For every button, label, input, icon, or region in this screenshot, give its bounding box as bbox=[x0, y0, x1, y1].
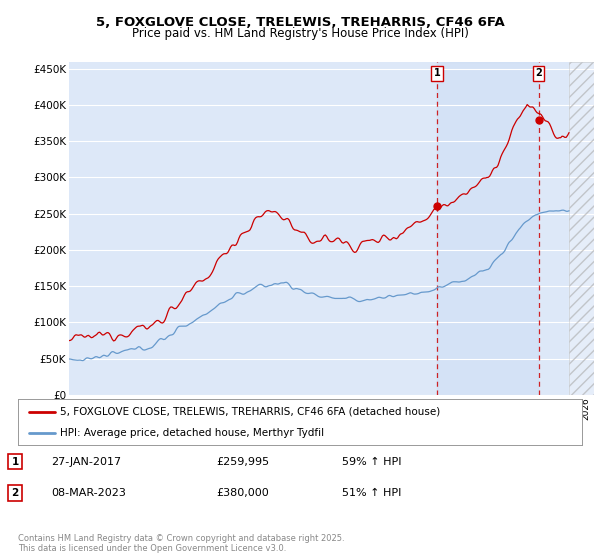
Text: 5, FOXGLOVE CLOSE, TRELEWIS, TREHARRIS, CF46 6FA (detached house): 5, FOXGLOVE CLOSE, TRELEWIS, TREHARRIS, … bbox=[60, 407, 440, 417]
Text: 51% ↑ HPI: 51% ↑ HPI bbox=[342, 488, 401, 498]
Bar bbox=[569, 62, 594, 395]
Text: HPI: Average price, detached house, Merthyr Tydfil: HPI: Average price, detached house, Mert… bbox=[60, 428, 325, 438]
Text: £259,995: £259,995 bbox=[216, 456, 269, 466]
Text: 5, FOXGLOVE CLOSE, TRELEWIS, TREHARRIS, CF46 6FA: 5, FOXGLOVE CLOSE, TRELEWIS, TREHARRIS, … bbox=[95, 16, 505, 29]
Text: Price paid vs. HM Land Registry's House Price Index (HPI): Price paid vs. HM Land Registry's House … bbox=[131, 27, 469, 40]
Text: 08-MAR-2023: 08-MAR-2023 bbox=[51, 488, 126, 498]
Bar bbox=[437, 62, 538, 395]
Text: 2: 2 bbox=[11, 488, 19, 498]
Bar bbox=[569, 62, 594, 395]
Text: 59% ↑ HPI: 59% ↑ HPI bbox=[342, 456, 401, 466]
Text: 1: 1 bbox=[11, 456, 19, 466]
Text: Contains HM Land Registry data © Crown copyright and database right 2025.
This d: Contains HM Land Registry data © Crown c… bbox=[18, 534, 344, 553]
Text: 2: 2 bbox=[535, 68, 542, 78]
Text: £380,000: £380,000 bbox=[216, 488, 269, 498]
Text: 27-JAN-2017: 27-JAN-2017 bbox=[51, 456, 121, 466]
Text: 1: 1 bbox=[434, 68, 440, 78]
